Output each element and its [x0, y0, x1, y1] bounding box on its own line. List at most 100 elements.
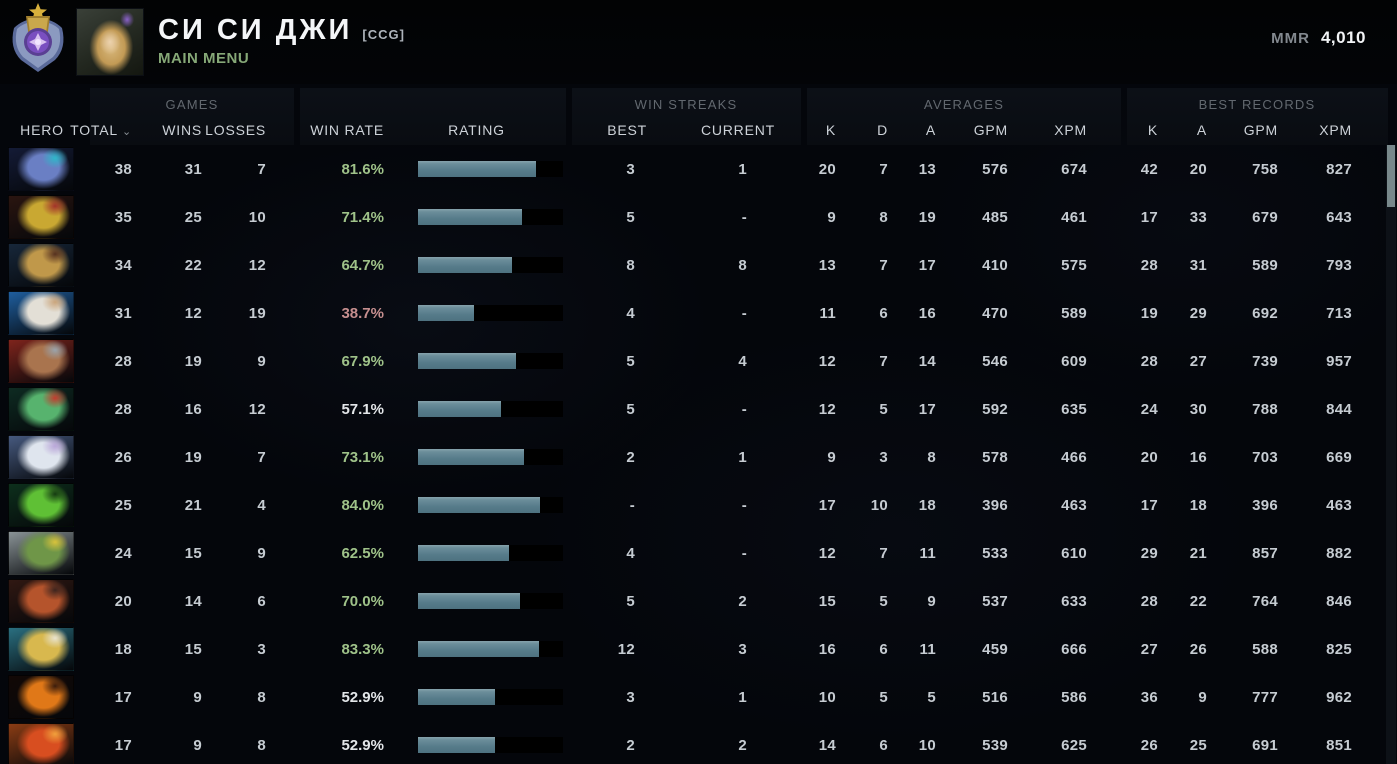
averages-group-panel: [807, 88, 1121, 145]
cell-avg-gpm: 578: [982, 448, 1008, 466]
cell-streak-current: 4: [738, 352, 747, 370]
cell-avg-kills: 15: [818, 592, 836, 610]
cell-streak-current: 8: [738, 256, 747, 274]
cell-best-xpm: 827: [1326, 160, 1352, 178]
cell-best-gpm: 758: [1252, 160, 1278, 178]
col-header-total[interactable]: TOTAL ⌄: [70, 122, 132, 138]
col-header-total-label: TOTAL: [70, 122, 118, 138]
hero-portrait-necrophos[interactable]: [8, 387, 74, 431]
cell-avg-gpm: 537: [982, 592, 1008, 610]
col-header-losses[interactable]: LOSSES: [205, 122, 266, 138]
group-title-best-records: BEST RECORDS: [1198, 97, 1316, 112]
cell-avg-deaths: 3: [879, 448, 888, 466]
cell-avg-assists: 19: [918, 208, 936, 226]
col-header-avg-a[interactable]: A: [925, 122, 936, 138]
cell-avg-gpm: 539: [982, 736, 1008, 754]
table-row[interactable]: 34 22 12 64.7% 8 8 13 7 17 410 575 28 31 589 793: [0, 241, 1397, 289]
cell-best-xpm: 463: [1326, 496, 1352, 514]
cell-best-kills: 26: [1140, 736, 1158, 754]
hero-portrait-drow-ranger[interactable]: [8, 435, 74, 479]
cell-avg-gpm: 410: [982, 256, 1008, 274]
rating-bar-fill: [418, 497, 540, 513]
table-row[interactable]: 35 25 10 71.4% 5 - 9 8 19 485 461 17 33 679 643: [0, 193, 1397, 241]
rating-bar-fill: [418, 401, 501, 417]
col-header-avg-xpm[interactable]: XPM: [1054, 122, 1087, 138]
rating-bar: [418, 689, 563, 705]
col-header-streak-current[interactable]: CURRENT: [700, 122, 775, 138]
cell-win-rate: 52.9%: [341, 688, 384, 706]
scrollbar[interactable]: [1386, 145, 1396, 764]
cell-wins: 14: [184, 592, 202, 610]
hero-portrait-bounty-hunter[interactable]: [8, 195, 74, 239]
winrate-group-panel: [300, 88, 566, 145]
hero-portrait-beastmaster[interactable]: [8, 339, 74, 383]
col-header-avg-gpm[interactable]: GPM: [973, 122, 1008, 138]
hero-portrait-lina[interactable]: [8, 723, 74, 764]
table-row[interactable]: 28 16 12 57.1% 5 - 12 5 17 592 635 24 30 788 844: [0, 385, 1397, 433]
rating-bar-fill: [418, 593, 520, 609]
cell-avg-deaths: 6: [879, 736, 888, 754]
table-row[interactable]: 26 19 7 73.1% 2 1 9 3 8 578 466 20 16 703 669: [0, 433, 1397, 481]
hero-portrait-venomancer[interactable]: [8, 483, 74, 527]
cell-avg-assists: 17: [918, 256, 936, 274]
col-header-best-xpm[interactable]: XPM: [1319, 122, 1352, 138]
table-row[interactable]: 18 15 3 83.3% 12 3 16 6 11 459 666 27 26 588 825: [0, 625, 1397, 673]
cell-total: 20: [114, 592, 132, 610]
cell-avg-deaths: 7: [879, 160, 888, 178]
cell-win-rate: 67.9%: [341, 352, 384, 370]
rating-bar: [418, 545, 563, 561]
col-header-streak-best[interactable]: BEST: [607, 122, 647, 138]
cell-avg-kills: 12: [818, 544, 836, 562]
cell-best-gpm: 692: [1252, 304, 1278, 322]
cell-streak-current: -: [741, 400, 747, 418]
table-row[interactable]: 28 19 9 67.9% 5 4 12 7 14 546 609 28 27 739 957: [0, 337, 1397, 385]
table-row[interactable]: 31 12 19 38.7% 4 - 11 6 16 470 589 19 29 692 713: [0, 289, 1397, 337]
table-row[interactable]: 17 9 8 52.9% 2 2 14 6 10 539 625 26 25 691 851: [0, 721, 1397, 764]
cell-streak-best: 5: [626, 592, 635, 610]
cell-losses: 12: [248, 400, 266, 418]
cell-wins: 21: [184, 496, 202, 514]
cell-streak-best: 5: [626, 352, 635, 370]
hero-portrait-tidehunter[interactable]: [8, 531, 74, 575]
clan-tag: [CCG]: [362, 27, 405, 42]
table-row[interactable]: 38 31 7 81.6% 3 1 20 7 13 576 674 42 20 758 827: [0, 145, 1397, 193]
rank-medal-art: [12, 3, 64, 72]
col-header-best-gpm[interactable]: GPM: [1243, 122, 1278, 138]
scrollbar-thumb[interactable]: [1387, 145, 1395, 207]
cell-avg-kills: 9: [827, 448, 836, 466]
cell-avg-assists: 5: [927, 688, 936, 706]
cell-avg-xpm: 610: [1061, 544, 1087, 562]
col-header-rating[interactable]: RATING: [448, 122, 505, 138]
table-row[interactable]: 25 21 4 84.0% - - 17 10 18 396 463 17 18 396 463: [0, 481, 1397, 529]
cell-avg-assists: 18: [918, 496, 936, 514]
group-title-games: GAMES: [165, 97, 219, 112]
col-header-best-a[interactable]: A: [1196, 122, 1207, 138]
hero-portrait-clinkz[interactable]: [8, 675, 74, 719]
table-row[interactable]: 17 9 8 52.9% 3 1 10 5 5 516 586 36 9 777 962: [0, 673, 1397, 721]
cell-avg-assists: 11: [919, 640, 936, 658]
col-header-avg-k[interactable]: K: [825, 122, 836, 138]
hero-portrait-skywrath-mage[interactable]: [8, 627, 74, 671]
cell-avg-xpm: 609: [1061, 352, 1087, 370]
table-row[interactable]: 24 15 9 62.5% 4 - 12 7 11 533 610 29 21 857 882: [0, 529, 1397, 577]
cell-streak-best: 3: [626, 688, 635, 706]
cell-avg-deaths: 10: [870, 496, 888, 514]
col-header-wins[interactable]: WINS: [162, 122, 202, 138]
cell-avg-xpm: 589: [1061, 304, 1087, 322]
rating-bar: [418, 305, 563, 321]
col-header-win-rate[interactable]: WIN RATE: [310, 122, 384, 138]
hero-portrait-wraith-king[interactable]: [8, 243, 74, 287]
hero-portrait-ursa[interactable]: [8, 579, 74, 623]
hero-portrait-zeus[interactable]: [8, 291, 74, 335]
col-header-avg-d[interactable]: D: [877, 122, 888, 138]
cell-best-assists: 16: [1189, 448, 1207, 466]
player-avatar[interactable]: [76, 8, 144, 76]
main-menu-link[interactable]: MAIN MENU: [158, 50, 250, 67]
cell-best-xpm: 713: [1326, 304, 1352, 322]
cell-wins: 19: [184, 352, 202, 370]
cell-avg-kills: 11: [819, 304, 836, 322]
table-row[interactable]: 20 14 6 70.0% 5 2 15 5 9 537 633 28 22 764 846: [0, 577, 1397, 625]
hero-portrait-riki[interactable]: [8, 147, 74, 191]
cell-avg-xpm: 666: [1061, 640, 1087, 658]
col-header-best-k[interactable]: K: [1147, 122, 1158, 138]
